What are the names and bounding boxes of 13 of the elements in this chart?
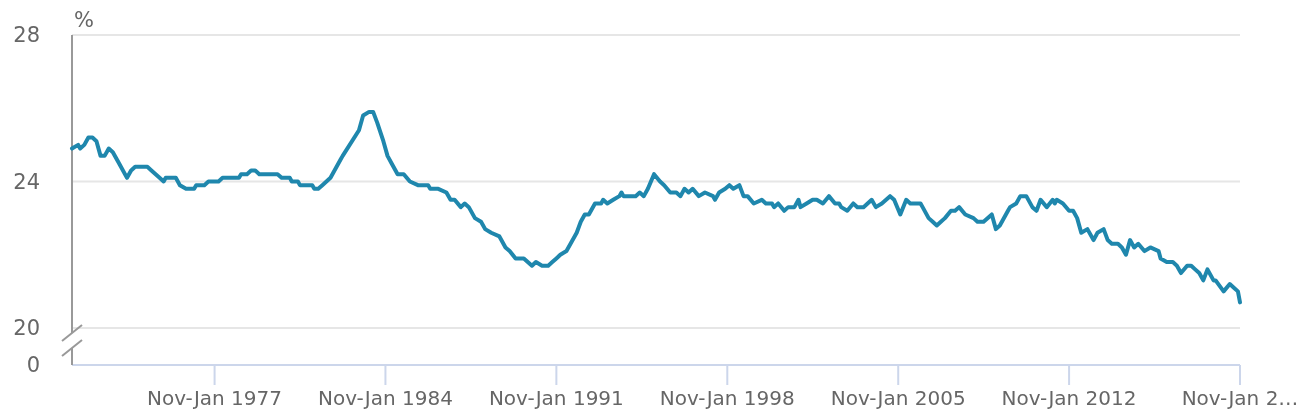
x-tick-label: Nov-Jan 1991 [488,386,624,410]
y-axis-title: % [74,8,94,32]
x-tick-label: Nov-Jan 2012 [1001,386,1137,410]
x-tick-label: Nov-Jan 2… [1181,386,1299,410]
y-tick-label: 28 [13,23,40,48]
x-tick-label: Nov-Jan 2005 [830,386,966,410]
x-tick-label: Nov-Jan 1977 [147,386,283,410]
x-tick-label: Nov-Jan 1998 [659,386,795,410]
y-tick-label: 20 [13,316,40,341]
x-tick-label: Nov-Jan 1984 [317,386,453,410]
text: 0 [26,353,40,378]
line-series [70,109,1242,305]
y-tick-label: 24 [13,169,40,194]
